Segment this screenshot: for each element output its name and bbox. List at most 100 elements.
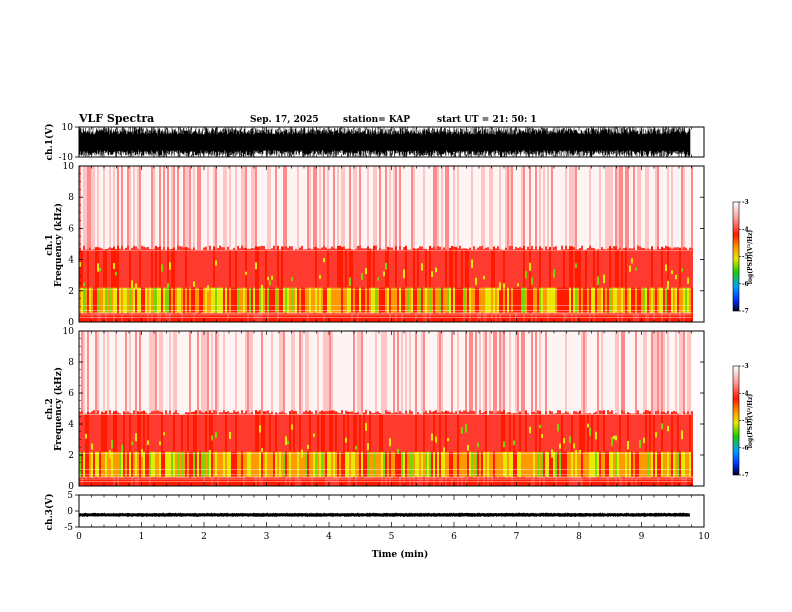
ch2-spectrogram-burst	[85, 433, 87, 439]
ch2-spectrogram-lowband	[225, 451, 227, 477]
ch1-spectrogram-lowband	[157, 287, 159, 313]
ch2-spectrogram-base	[457, 477, 459, 486]
ch2-spectrogram-base	[203, 477, 205, 486]
ch1-spectrogram-band	[325, 247, 327, 290]
ch1-spectrogram-lowband	[523, 287, 525, 313]
ch1-spectrogram-lowband	[271, 287, 273, 313]
ch1-spectrogram-lowband	[391, 287, 393, 313]
ch2-spectrogram-lowband	[443, 451, 445, 477]
ch2-spectrogram-streak	[323, 331, 325, 486]
ch1-spectrogram-base	[453, 313, 455, 322]
ch2-spectrogram-lowband	[277, 451, 279, 477]
ch2-spectrogram-band	[137, 411, 139, 454]
ch1-spectrogram-lowband	[443, 287, 445, 313]
ch1-spectrogram-streak	[609, 166, 611, 322]
ch2-spectrogram-burst	[627, 440, 629, 450]
ch2-spectrogram-base	[193, 477, 195, 486]
ch1-spectrogram-base	[497, 313, 499, 322]
ch2-spectrogram-lowband	[665, 451, 667, 477]
ch2-spectrogram-band	[273, 414, 275, 454]
ch2-spectrogram-band	[547, 414, 549, 454]
x-tick-label: 9	[639, 532, 645, 542]
ch2-spectrogram-band	[279, 412, 281, 454]
ch2-spectrogram-base	[661, 477, 663, 486]
ch1-spectrogram-base	[611, 313, 613, 322]
ch1-spectrogram-base	[287, 313, 289, 322]
ch2-spectrogram-burst	[261, 448, 263, 453]
ch2-spectrogram-lowband	[393, 451, 395, 477]
ch1-spectrogram-band	[261, 245, 263, 290]
ch1-spectrogram-lowband	[229, 287, 231, 313]
ch2-spectrogram-lowband	[97, 451, 99, 477]
ch1-spectrogram-base	[645, 313, 647, 322]
x-tick-label: 8	[576, 532, 582, 542]
ch2-spectrogram-base	[107, 477, 109, 486]
figure-title: VLF Spectra	[78, 112, 154, 125]
ch2-spectrogram-lowband	[317, 451, 319, 477]
ch1-spectrogram-lowband	[371, 287, 373, 313]
ch1-spectrogram-lowband	[373, 287, 375, 313]
ch2-spectrogram-burst	[229, 431, 231, 439]
ch2-spectrogram-base	[521, 477, 523, 486]
ch1-spectrogram-lowband	[207, 287, 209, 313]
ch2-spectrogram-base	[135, 477, 137, 486]
ch2-spectrogram-lowband	[321, 451, 323, 477]
ch2-spectrogram-band	[371, 412, 373, 454]
ch1-spectrogram-lowband	[417, 287, 419, 313]
ch2-spectrogram-lowband	[605, 451, 607, 477]
ch1-spectrogram-lowband	[265, 287, 267, 313]
ch2-spectrogram-lowband	[437, 451, 439, 477]
ch1-spectrogram-band	[407, 249, 409, 290]
ch2-spectrogram-lowband	[435, 451, 437, 477]
ch1-colorbar-tick-label: -6	[742, 281, 749, 288]
ch2-spectrogram-lowband	[479, 451, 481, 477]
ch1-spectrogram-base	[329, 313, 331, 322]
ch1-spectrogram-lowband	[227, 287, 229, 313]
ch1-spectrogram-streak	[171, 166, 173, 322]
ch2-spectrogram-base	[513, 477, 515, 486]
ch2-spectrogram-lowband	[685, 451, 687, 477]
ch2-spectrogram-band	[105, 410, 107, 454]
ch1-spectrogram-lowband	[317, 287, 319, 313]
ch1-wave-ylabel: ch.1(V)	[44, 124, 55, 161]
ch1-spectrogram-lowband	[479, 287, 481, 313]
ch1-spectrogram-band	[289, 246, 291, 290]
ch1-spectrogram-band	[189, 248, 191, 290]
ch2-spectrogram-burst	[569, 436, 571, 443]
ch1-spec-ylabel-channel: ch.1	[45, 234, 55, 255]
ch1-spectrogram-band	[477, 247, 479, 290]
ch1-spectrogram-streak	[243, 166, 245, 322]
ch2-spectrogram-streak	[659, 331, 661, 486]
ch1-spectrogram-streak	[309, 166, 311, 322]
ch2-spectrogram-base	[593, 477, 595, 486]
ch2-spectrogram-band	[337, 412, 339, 454]
ch2-spectrogram-streak	[489, 331, 491, 486]
ch2-spectrogram-lowband	[139, 451, 141, 477]
ch2-spectrogram-lowband	[547, 451, 549, 477]
ch1-spectrogram-base	[589, 313, 591, 322]
ch1-spectrogram-base	[255, 313, 257, 322]
ch2-spectrogram-streak	[409, 331, 411, 486]
ch1-spectrogram-base	[457, 313, 459, 322]
ch1-spectrogram-streak	[471, 166, 473, 322]
ch1-spectrogram-lowband	[529, 287, 531, 313]
ch2-spectrogram-band	[429, 410, 431, 454]
ch2-spectrogram-band	[671, 411, 673, 454]
ch2-spectrogram-lowband	[439, 451, 441, 477]
ch1-spectrogram-lowband	[623, 287, 625, 313]
ch2-spectrogram-band	[197, 413, 199, 454]
ch1-spectrogram-lowband	[489, 287, 491, 313]
ch2-spectrogram-base	[293, 477, 295, 486]
ch1-spectrogram-lowband	[165, 287, 167, 313]
ch2-spectrogram-streak	[329, 331, 331, 486]
ch2-spectrogram-lowband	[431, 451, 433, 477]
ch2-spectrogram-base	[417, 477, 419, 486]
ch1-spectrogram-lowband	[571, 287, 573, 313]
ch1-spectrogram-lowband	[193, 287, 195, 313]
ch1-spectrogram-base	[335, 313, 337, 322]
ch3-wave-ytick-label: 0	[67, 507, 73, 517]
ch1-spectrogram-band	[175, 249, 177, 290]
ch1-spectrogram-base	[521, 313, 523, 322]
ch2-spectrogram-streak	[153, 331, 155, 486]
